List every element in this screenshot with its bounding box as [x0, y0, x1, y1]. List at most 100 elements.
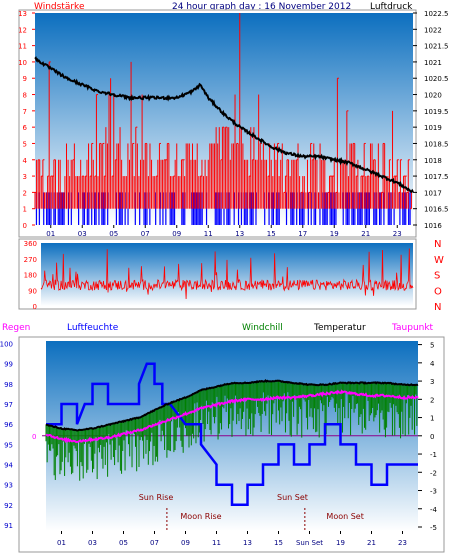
direction-y-tick: 180	[24, 272, 37, 280]
temp-x-tick: 21	[367, 539, 376, 547]
pressure-y-tick: 1019.5	[424, 108, 449, 116]
temp-x-tick: 07	[150, 539, 159, 547]
humidity-y-tick: 98	[4, 381, 13, 389]
wind-x-tick: 11	[204, 230, 213, 238]
humidity-y-tick: 100	[0, 341, 13, 349]
direction-compass-label: O	[434, 286, 442, 297]
humidity-y-tick: 99	[4, 361, 13, 369]
legend-temperature: Temperatur	[313, 323, 366, 333]
legend-dewpoint: Taupunkt	[391, 323, 434, 333]
wind-x-tick: 15	[267, 230, 276, 238]
wind-y-tick: 8	[23, 92, 27, 100]
temp-y-tick: -1	[430, 451, 437, 459]
temp-y-tick: 0	[430, 433, 434, 441]
wind-y-tick: 6	[23, 124, 28, 132]
pressure-y-tick: 1018.5	[424, 140, 449, 148]
temp-y-tick: 5	[430, 342, 434, 350]
humidity-y-tick: 93	[4, 482, 13, 490]
pressure-y-tick: 1016	[424, 222, 442, 230]
temp-x-tick: 01	[57, 539, 66, 547]
pressure-y-tick: 1022	[424, 26, 442, 34]
temp-y-tick: -4	[430, 506, 438, 514]
wind-y-tick: 11	[18, 43, 27, 51]
wind-y-tick: 5	[23, 140, 27, 148]
moon-rise-label: Moon Rise	[180, 512, 221, 521]
wind-y-tick: 7	[23, 108, 27, 116]
humidity-y-tick: 94	[4, 462, 13, 470]
temp-x-tick: 05	[119, 539, 128, 547]
pressure-y-tick: 1020.5	[424, 75, 449, 83]
wind-x-tick: 03	[78, 230, 87, 238]
temp-x-tick: 03	[88, 539, 97, 547]
wind-y-tick: 10	[18, 59, 27, 67]
wind-x-tick: 17	[298, 230, 307, 238]
wind-x-tick: 09	[172, 230, 181, 238]
direction-y-tick: 360	[24, 240, 37, 248]
dewpoint-line	[45, 389, 419, 444]
graph-title: 24 hour graph day : 16 November 2012	[172, 2, 351, 12]
wind-x-tick: 01	[46, 230, 55, 238]
wind-direction-line	[40, 248, 414, 300]
wind-x-tick: 05	[109, 230, 118, 238]
pressure-y-tick: 1022.5	[424, 10, 449, 18]
temp-x-tick: Sun Set	[296, 539, 323, 547]
wind-x-tick: 19	[330, 230, 339, 238]
temp-x-tick: 11	[212, 539, 221, 547]
humidity-y-tick: 97	[4, 401, 13, 409]
humidity-y-tick: 91	[4, 522, 13, 530]
temp-y-tick: -5	[430, 524, 437, 532]
wind-y-tick: 9	[23, 75, 27, 83]
temp-y-tick: 3	[430, 378, 434, 386]
wind-title: Windstärke	[34, 2, 85, 12]
temp-y-tick: 1	[430, 415, 434, 423]
direction-compass-label: S	[434, 271, 440, 282]
pressure-y-tick: 1017.5	[424, 173, 449, 181]
pressure-y-tick: 1020	[424, 92, 442, 100]
pressure-y-tick: 1019	[424, 124, 442, 132]
pressure-line	[34, 56, 414, 193]
temp-x-tick: 23	[398, 539, 407, 547]
wind-y-tick: 1	[23, 206, 27, 214]
temp-y-tick: -2	[430, 469, 437, 477]
wind-y-tick: 12	[18, 26, 27, 34]
legend-windchill: Windchill	[242, 323, 283, 333]
humidity-y-tick: 95	[4, 441, 13, 449]
direction-compass-label: W	[434, 255, 444, 266]
wind-x-tick: 21	[361, 230, 370, 238]
pressure-y-tick: 1021.5	[424, 43, 449, 51]
temperature-line	[45, 379, 419, 432]
temp-x-tick: 15	[274, 539, 283, 547]
wind-y-tick: 13	[18, 10, 27, 18]
temp-y-tick: 2	[430, 396, 434, 404]
humidity-line	[46, 362, 418, 507]
rain-zero-label: 0	[32, 433, 36, 441]
temp-x-tick: 13	[243, 539, 252, 547]
legend-rain: Regen	[2, 323, 30, 333]
wind-y-tick: 2	[23, 189, 27, 197]
temp-x-tick: 09	[181, 539, 190, 547]
pressure-y-tick: 1016.5	[424, 206, 449, 214]
temp-y-tick: -3	[430, 488, 437, 496]
temp-x-tick: 19	[336, 539, 345, 547]
humidity-y-tick: 92	[4, 502, 13, 510]
direction-y-tick: 270	[24, 256, 37, 264]
wind-x-tick: 07	[141, 230, 150, 238]
wind-y-tick: 3	[23, 173, 27, 181]
wind-x-tick: 23	[393, 230, 402, 238]
pressure-y-tick: 1018	[424, 157, 442, 165]
pressure-title: Luftdruck	[370, 2, 413, 12]
sun-set-label: Sun Set	[277, 493, 308, 502]
legend-humidity: Luftfeuchte	[67, 323, 119, 333]
humidity-y-tick: 96	[4, 421, 13, 429]
wind-x-tick: 13	[235, 230, 244, 238]
pressure-y-tick: 1021	[424, 59, 442, 67]
direction-compass-label: N	[434, 239, 441, 250]
sun-rise-label: Sun Rise	[139, 493, 174, 502]
direction-compass-label: N	[434, 302, 441, 313]
pressure-y-tick: 1017	[424, 189, 442, 197]
wind-y-tick: 4	[23, 157, 28, 165]
direction-y-tick: 0	[33, 303, 37, 311]
direction-y-tick: 90	[28, 287, 37, 295]
